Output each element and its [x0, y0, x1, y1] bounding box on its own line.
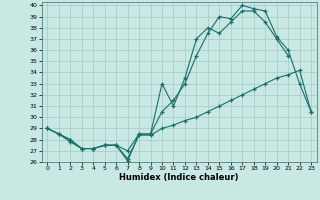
X-axis label: Humidex (Indice chaleur): Humidex (Indice chaleur) [119, 173, 239, 182]
